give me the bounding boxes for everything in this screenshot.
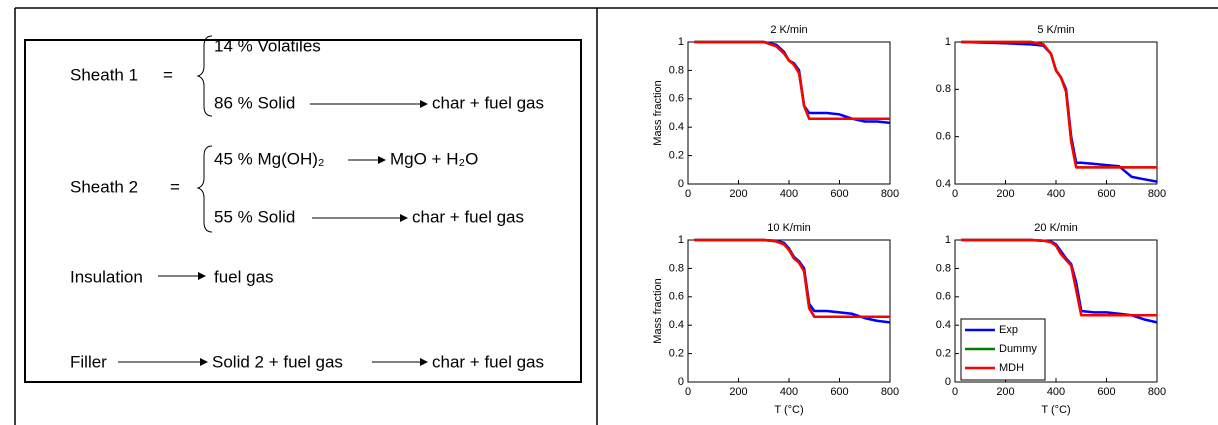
chart-title: 10 K/min bbox=[767, 222, 810, 234]
arrowhead bbox=[400, 214, 408, 222]
y-tick-label: 0.6 bbox=[669, 93, 684, 105]
x-tick-label: 800 bbox=[881, 386, 899, 398]
plot-area bbox=[954, 41, 1158, 185]
frame bbox=[14, 7, 1218, 425]
scheme: Sheath 1 = 14 % Volatiles 86 % Solid cha… bbox=[70, 35, 544, 371]
arrowhead bbox=[378, 156, 386, 164]
series-line bbox=[694, 238, 890, 318]
scheme-text: 14 % Volatiles bbox=[214, 36, 321, 55]
scheme-eq: = bbox=[163, 65, 173, 84]
scheme-label: Insulation bbox=[70, 267, 143, 286]
x-tick-label: 600 bbox=[1097, 188, 1115, 200]
scheme-text: 86 % Solid bbox=[214, 93, 295, 112]
y-tick-label: 1 bbox=[945, 234, 951, 246]
x-tick-label: 200 bbox=[996, 386, 1014, 398]
y-tick-label: 0.6 bbox=[936, 291, 951, 303]
series-line bbox=[961, 40, 1157, 169]
x-tick-label: 0 bbox=[685, 386, 691, 398]
scheme-text: char + fuel gas bbox=[412, 207, 524, 226]
x-tick-label: 800 bbox=[881, 188, 899, 200]
brace bbox=[196, 35, 213, 117]
y-tick-label: 0.8 bbox=[936, 262, 951, 274]
x-tick-label: 800 bbox=[1148, 386, 1166, 398]
y-tick-label: 0.4 bbox=[669, 121, 684, 133]
arrowhead bbox=[420, 358, 428, 366]
x-tick-label: 0 bbox=[952, 386, 958, 398]
scheme-label: Sheath 2 bbox=[70, 177, 138, 196]
chart-title: 5 K/min bbox=[1037, 24, 1074, 36]
chart-title: 20 K/min bbox=[1034, 222, 1077, 234]
y-tick-label: 0 bbox=[678, 178, 684, 190]
y-tick-label: 0 bbox=[945, 376, 951, 388]
arrowhead bbox=[420, 100, 428, 108]
arrowhead bbox=[198, 272, 206, 280]
scheme-text: fuel gas bbox=[214, 267, 274, 286]
y-tick-label: 0.8 bbox=[669, 64, 684, 76]
y-axis-label: Mass fraction bbox=[652, 80, 664, 145]
x-tick-label: 0 bbox=[685, 188, 691, 200]
y-tick-label: 0.4 bbox=[936, 319, 951, 331]
scheme-text: Solid 2 + fuel gas bbox=[212, 352, 343, 371]
series-line bbox=[694, 40, 890, 120]
x-tick-label: 600 bbox=[830, 386, 848, 398]
y-tick-label: 0.8 bbox=[669, 262, 684, 274]
y-axis-label: Mass fraction bbox=[652, 278, 664, 343]
scheme-eq: = bbox=[170, 177, 180, 196]
y-tick-label: 1 bbox=[945, 36, 951, 48]
y-tick-label: 0.2 bbox=[669, 348, 684, 360]
x-tick-label: 200 bbox=[996, 188, 1014, 200]
y-tick-label: 0.2 bbox=[669, 150, 684, 162]
y-tick-label: 1 bbox=[678, 234, 684, 246]
arrowhead bbox=[200, 358, 208, 366]
scheme-label: Filler bbox=[70, 352, 107, 371]
scheme-text: 45 % Mg(OH)₂ bbox=[214, 149, 325, 168]
brace bbox=[196, 145, 213, 233]
y-tick-label: 0 bbox=[678, 376, 684, 388]
scheme-text: 55 % Solid bbox=[214, 207, 295, 226]
x-tick-label: 200 bbox=[729, 386, 747, 398]
series-line bbox=[961, 238, 1157, 317]
y-tick-label: 0.6 bbox=[936, 131, 951, 143]
x-tick-label: 600 bbox=[1097, 386, 1115, 398]
scheme-text: char + fuel gas bbox=[432, 352, 544, 371]
x-tick-label: 400 bbox=[780, 386, 798, 398]
y-tick-label: 0.2 bbox=[936, 348, 951, 360]
x-tick-label: 400 bbox=[1047, 188, 1065, 200]
y-tick-label: 0.4 bbox=[669, 319, 684, 331]
x-tick-label: 400 bbox=[1047, 386, 1065, 398]
x-axis-label: T (°C) bbox=[1041, 404, 1070, 416]
legend-label: Dummy bbox=[999, 343, 1037, 355]
x-tick-label: 600 bbox=[830, 188, 848, 200]
x-tick-label: 800 bbox=[1148, 188, 1166, 200]
plot-area bbox=[687, 41, 891, 185]
legend-label: Exp bbox=[999, 324, 1018, 336]
scheme-label: Sheath 1 bbox=[70, 65, 138, 84]
y-tick-label: 1 bbox=[678, 36, 684, 48]
y-tick-label: 0.6 bbox=[669, 291, 684, 303]
x-tick-label: 0 bbox=[952, 188, 958, 200]
legend-label: MDH bbox=[999, 362, 1024, 374]
x-tick-label: 200 bbox=[729, 188, 747, 200]
y-tick-label: 0.4 bbox=[936, 178, 951, 190]
chart-title: 2 K/min bbox=[770, 24, 807, 36]
x-tick-label: 400 bbox=[780, 188, 798, 200]
plot-area bbox=[687, 239, 891, 383]
y-tick-label: 0.8 bbox=[936, 83, 951, 95]
scheme-text: MgO + H₂O bbox=[390, 149, 478, 168]
x-axis-label: T (°C) bbox=[774, 404, 803, 416]
scheme-text: char + fuel gas bbox=[432, 93, 544, 112]
